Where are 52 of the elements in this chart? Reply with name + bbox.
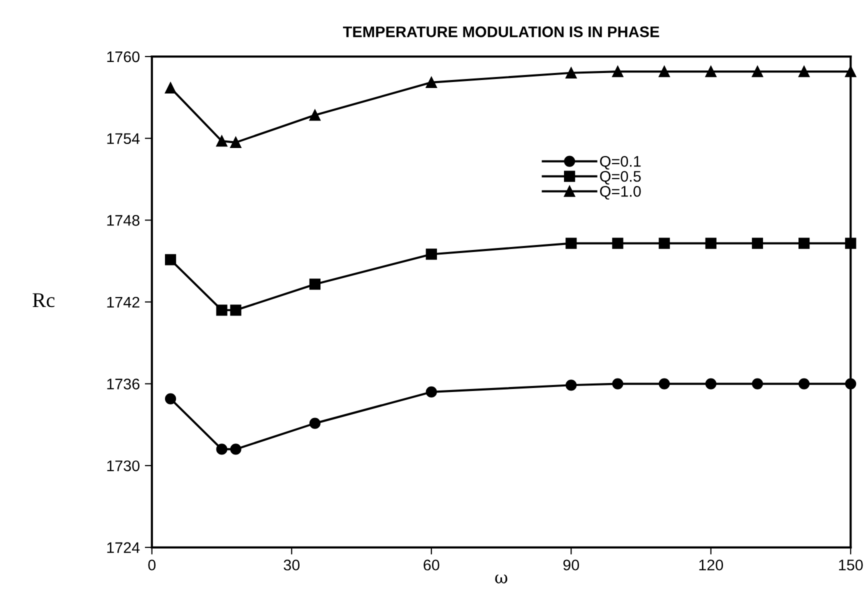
point <box>658 66 670 78</box>
point <box>566 380 577 391</box>
point <box>426 76 437 88</box>
point <box>230 136 242 148</box>
x-tick-label: 60 <box>424 560 440 570</box>
legend-label: Q=0.1 <box>600 156 641 170</box>
point <box>309 110 320 121</box>
point <box>566 238 577 249</box>
y-tick-label: 1724 <box>107 542 140 553</box>
chart-title: TEMPERATURE MODULATION IS IN PHASE <box>342 26 660 38</box>
point <box>216 444 228 455</box>
x-axis-title: ω <box>495 574 508 584</box>
x-tick-label: 120 <box>699 560 724 570</box>
point <box>612 378 624 390</box>
point <box>612 238 624 249</box>
point <box>216 136 228 147</box>
point <box>164 82 176 94</box>
point <box>752 238 764 249</box>
point <box>566 67 577 78</box>
y-tick-label: 1742 <box>107 296 140 308</box>
point <box>658 238 670 249</box>
point <box>798 238 810 249</box>
point <box>798 66 810 78</box>
y-tick-label: 1748 <box>107 215 140 226</box>
point <box>309 418 320 429</box>
y-tick-label: 1754 <box>107 133 140 144</box>
y-tick-label: 1760 <box>107 51 140 62</box>
x-tick-label: 30 <box>284 560 300 570</box>
point <box>612 66 624 78</box>
point <box>705 66 716 78</box>
point <box>752 378 764 390</box>
y-axis-title: Rc <box>32 293 55 308</box>
point <box>658 378 670 390</box>
point <box>216 304 228 316</box>
x-tick-label: 150 <box>839 560 863 570</box>
x-tick-label: 0 <box>148 560 156 570</box>
point <box>705 238 716 249</box>
point <box>426 386 437 398</box>
point <box>705 378 716 390</box>
point <box>230 304 242 316</box>
legend-label: Q=1.0 <box>600 186 641 200</box>
point <box>798 378 810 390</box>
point <box>752 66 764 78</box>
point <box>426 248 437 260</box>
point <box>164 254 176 266</box>
point <box>164 393 176 404</box>
point <box>230 444 242 455</box>
y-tick-label: 1730 <box>107 460 140 472</box>
legend-label: Q=0.5 <box>600 170 641 185</box>
y-tick-label: 1736 <box>107 378 140 390</box>
x-tick-label: 90 <box>563 560 580 570</box>
point <box>309 278 320 290</box>
